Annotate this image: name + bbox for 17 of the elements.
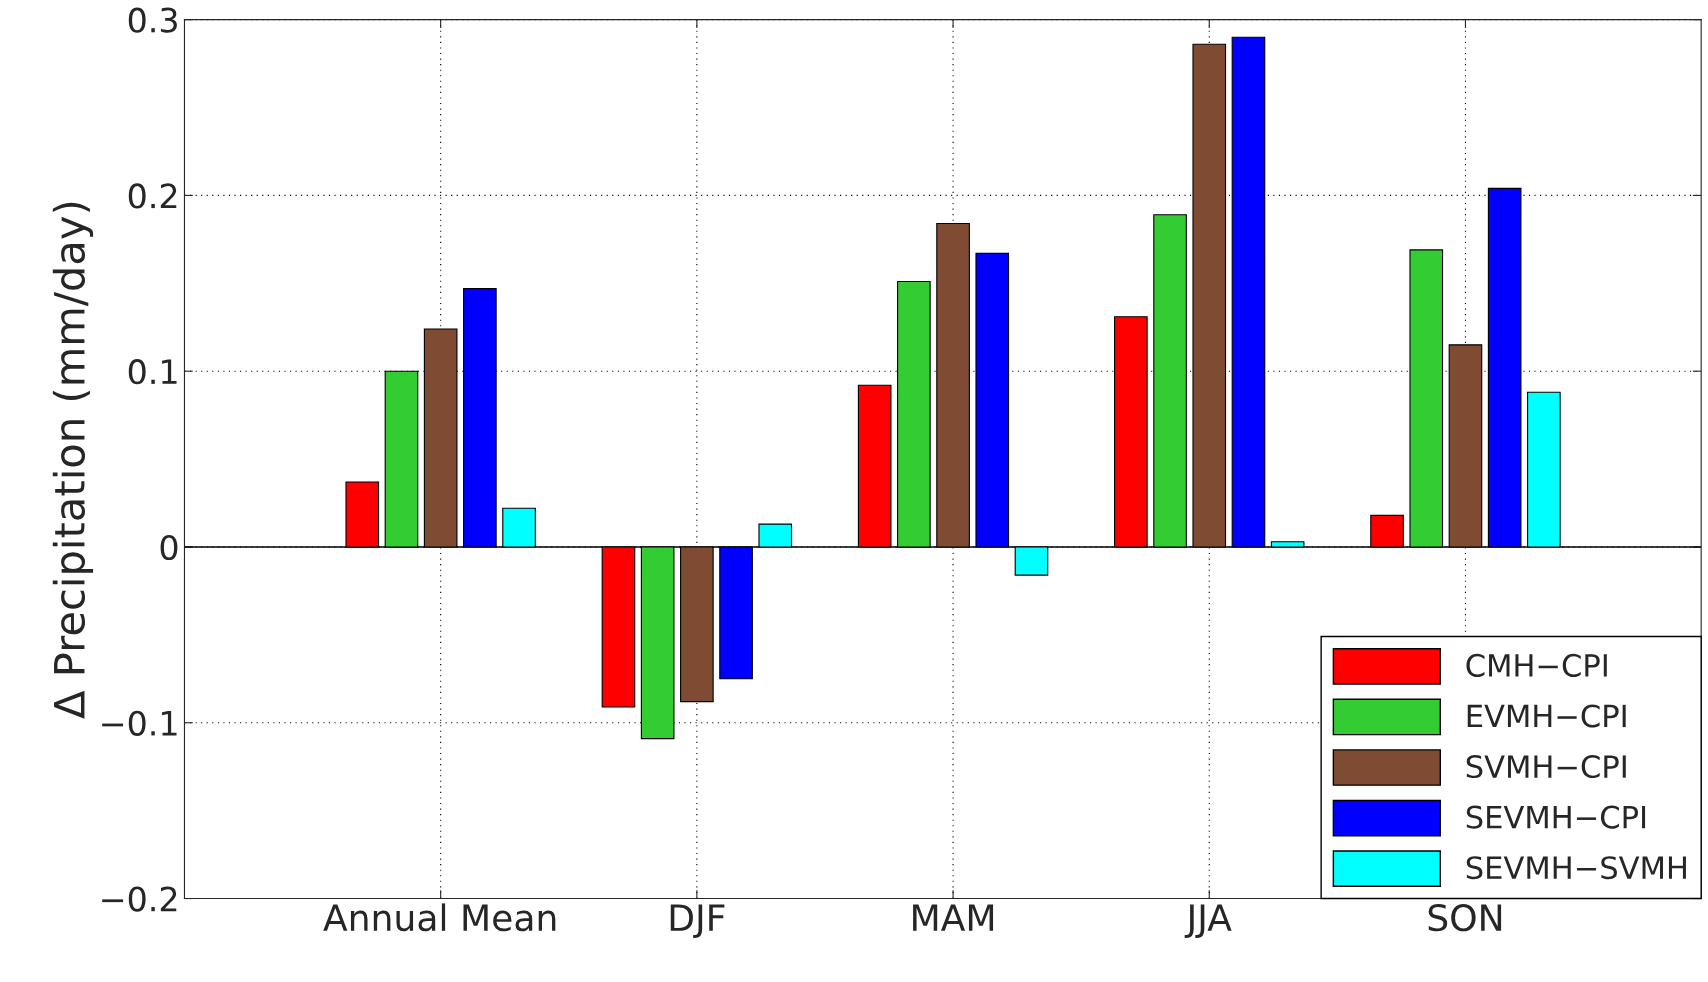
x-tick-label: MAM — [913, 904, 994, 931]
y-tick-label: −0.1 — [102, 710, 177, 736]
y-tick-label: 0.1 — [128, 359, 177, 385]
y-tick-label: −0.2 — [102, 886, 177, 912]
y-tick-label: 0.2 — [128, 183, 177, 209]
x-tick-label: SON — [1428, 904, 1502, 932]
legend-label: SVMH−CPI — [1466, 755, 1626, 779]
legend-label: SEVMH−SVMH — [1466, 856, 1686, 880]
legend-label: EVMH−CPI — [1467, 704, 1626, 728]
legend-label: CMH−CPI — [1466, 653, 1607, 677]
y-tick-label: 0.3 — [128, 7, 177, 33]
y-tick-label: 0 — [160, 534, 178, 561]
legend-label: SEVMH−CPI — [1466, 805, 1646, 829]
x-tick-label: JJA — [1184, 904, 1232, 939]
x-tick-label: DJF — [670, 904, 725, 939]
y-axis-title: Δ Precipitation (mm/day) — [52, 202, 94, 719]
x-tick-label: Annual Mean — [323, 903, 556, 932]
